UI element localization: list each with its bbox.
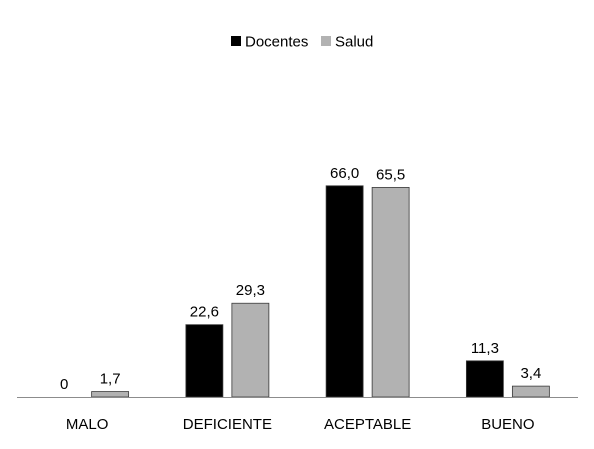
- data-label-salud-aceptable: 65,5: [376, 166, 405, 183]
- data-label-salud-malo: 1,7: [100, 371, 121, 388]
- bar-docentes-bueno: [465, 360, 504, 398]
- data-label-salud-bueno: 3,4: [520, 365, 541, 382]
- legend: Docentes Salud: [231, 34, 373, 51]
- x-tick-label-deficiente: DEFICIENTE: [183, 416, 272, 433]
- legend-label-docentes: Docentes: [245, 34, 308, 51]
- data-label-docentes-deficiente: 22,6: [190, 304, 219, 321]
- legend-swatch-salud: [321, 36, 331, 46]
- x-tick-label-malo: MALO: [66, 416, 109, 433]
- legend-label-salud: Salud: [335, 34, 373, 51]
- bar-salud-malo: [91, 391, 130, 398]
- data-label-salud-deficiente: 29,3: [236, 282, 265, 299]
- bar-salud-aceptable: [371, 186, 410, 398]
- legend-swatch-docentes: [231, 36, 241, 46]
- bar-docentes-aceptable: [325, 185, 364, 398]
- data-label-docentes-bueno: 11,3: [471, 340, 499, 357]
- x-tick-label-aceptable: ACEPTABLE: [324, 416, 411, 433]
- data-label-docentes-malo: 0: [60, 376, 68, 393]
- bar-salud-bueno: [511, 385, 550, 398]
- x-tick-label-bueno: BUENO: [481, 416, 534, 433]
- data-label-docentes-aceptable: 66,0: [330, 165, 359, 182]
- bar-docentes-deficiente: [185, 324, 224, 398]
- plot-area: 0 1,7 MALO 22,6 29,3 DEFICIENTE 66,0 65,5 ACEPTA…: [60, 165, 550, 433]
- bar-salud-deficiente: [231, 302, 270, 398]
